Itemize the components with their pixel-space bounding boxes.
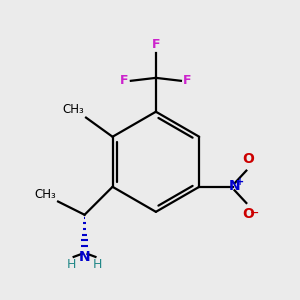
- Text: F: F: [120, 74, 128, 87]
- Text: O: O: [242, 152, 254, 166]
- Text: H: H: [93, 258, 103, 271]
- Text: −: −: [250, 207, 259, 218]
- Text: CH₃: CH₃: [63, 103, 85, 116]
- Text: +: +: [236, 176, 244, 187]
- Text: H: H: [67, 258, 76, 271]
- Text: N: N: [79, 250, 90, 264]
- Text: O: O: [242, 207, 254, 221]
- Text: F: F: [183, 74, 192, 87]
- Text: CH₃: CH₃: [34, 188, 56, 201]
- Text: N: N: [229, 178, 240, 193]
- Text: F: F: [152, 38, 160, 51]
